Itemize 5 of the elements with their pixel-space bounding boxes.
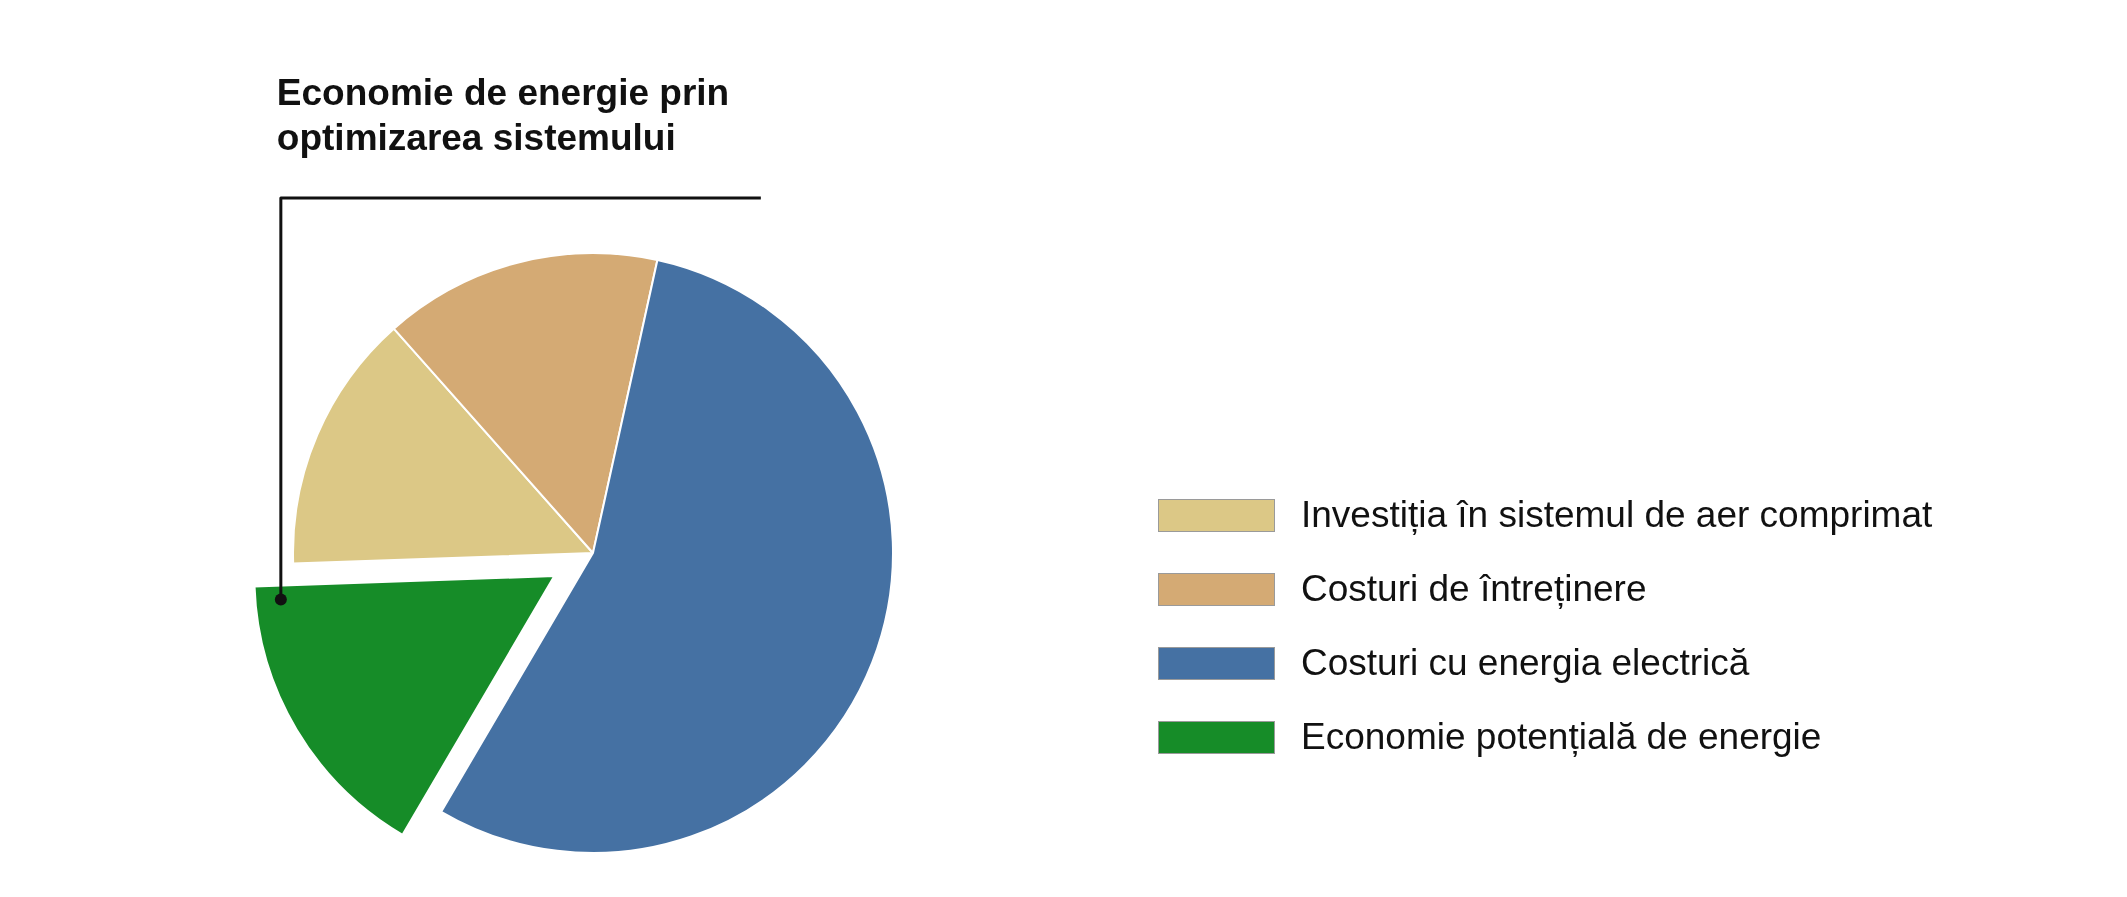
text: Economie de energie prin optimizarea sistemului	[276, 71, 731, 161]
legend-label: Costuri cu energia electrică	[1301, 642, 1750, 684]
legend-label: Costuri de întreținere	[1301, 568, 1647, 610]
legend-label: Investiția în sistemul de aer comprimat	[1301, 494, 1933, 536]
legend-label: Economie potențială de energie	[1301, 716, 1822, 758]
